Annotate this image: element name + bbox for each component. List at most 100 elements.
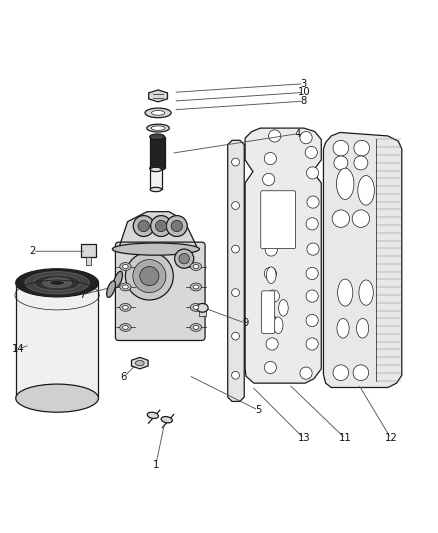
Ellipse shape [147,412,159,418]
Polygon shape [228,140,244,401]
Circle shape [232,372,240,379]
Ellipse shape [151,126,165,130]
Polygon shape [148,90,167,102]
Bar [16,283,99,398]
Ellipse shape [49,280,64,285]
Circle shape [306,314,318,327]
Bar [81,244,96,257]
Ellipse shape [357,319,369,338]
Ellipse shape [193,285,199,289]
Circle shape [264,152,276,165]
Ellipse shape [25,272,89,294]
Polygon shape [119,212,197,248]
Polygon shape [245,128,321,383]
Circle shape [307,167,319,179]
Ellipse shape [190,324,201,332]
Ellipse shape [152,110,165,115]
Circle shape [179,254,189,264]
Circle shape [353,365,369,381]
Ellipse shape [113,243,199,255]
Text: 13: 13 [297,433,310,443]
Ellipse shape [123,305,128,309]
Ellipse shape [338,279,353,306]
Ellipse shape [190,283,201,291]
Circle shape [133,215,154,237]
Circle shape [166,215,187,237]
Text: 5: 5 [255,405,261,415]
Circle shape [306,268,318,279]
Polygon shape [323,133,402,387]
Ellipse shape [106,281,116,297]
Ellipse shape [16,269,99,297]
Ellipse shape [161,417,173,423]
Ellipse shape [197,303,208,312]
FancyBboxPatch shape [261,291,275,334]
Circle shape [232,289,240,296]
Text: 14: 14 [12,344,24,354]
Ellipse shape [150,187,162,192]
Text: 3: 3 [301,79,307,88]
Circle shape [264,361,276,374]
Ellipse shape [123,264,128,269]
Circle shape [354,156,368,170]
Circle shape [264,268,276,279]
Circle shape [263,220,276,232]
Circle shape [307,196,319,208]
Ellipse shape [120,283,131,291]
Text: 9: 9 [242,318,248,328]
Text: 11: 11 [339,433,352,443]
Circle shape [333,365,349,381]
Circle shape [264,314,276,327]
Ellipse shape [42,278,71,288]
Ellipse shape [190,263,201,270]
Ellipse shape [279,300,288,316]
Circle shape [133,260,166,293]
Ellipse shape [120,303,131,311]
Circle shape [306,290,318,302]
Ellipse shape [359,280,373,305]
Ellipse shape [266,267,276,284]
Text: 7: 7 [79,290,85,300]
Circle shape [332,210,350,228]
Circle shape [333,140,349,156]
Circle shape [305,147,318,158]
Bar [86,257,91,265]
Polygon shape [131,357,148,369]
Circle shape [232,201,240,209]
Ellipse shape [120,324,131,332]
Circle shape [267,290,279,302]
Text: 1: 1 [153,459,159,470]
Ellipse shape [147,124,170,132]
Circle shape [307,243,319,255]
Circle shape [300,367,312,379]
Circle shape [125,252,173,300]
Ellipse shape [337,319,349,338]
Ellipse shape [120,263,131,270]
Circle shape [306,338,318,350]
Bar [199,308,206,316]
Circle shape [352,210,370,228]
Ellipse shape [135,360,144,366]
Circle shape [171,220,183,232]
Ellipse shape [34,275,80,290]
Ellipse shape [193,326,199,329]
Circle shape [175,249,194,268]
Ellipse shape [123,326,128,329]
Circle shape [232,332,240,340]
Ellipse shape [190,303,201,311]
Bar [150,137,165,168]
Ellipse shape [145,108,171,118]
Text: 12: 12 [385,433,397,443]
Ellipse shape [123,285,128,289]
FancyBboxPatch shape [116,242,205,341]
Circle shape [155,220,167,232]
Ellipse shape [358,175,374,205]
Circle shape [151,215,172,237]
Ellipse shape [150,167,162,172]
Bar [150,169,162,189]
Circle shape [262,173,275,185]
Text: 4: 4 [294,129,300,139]
Circle shape [268,196,281,208]
Ellipse shape [193,305,199,309]
Circle shape [266,338,278,350]
